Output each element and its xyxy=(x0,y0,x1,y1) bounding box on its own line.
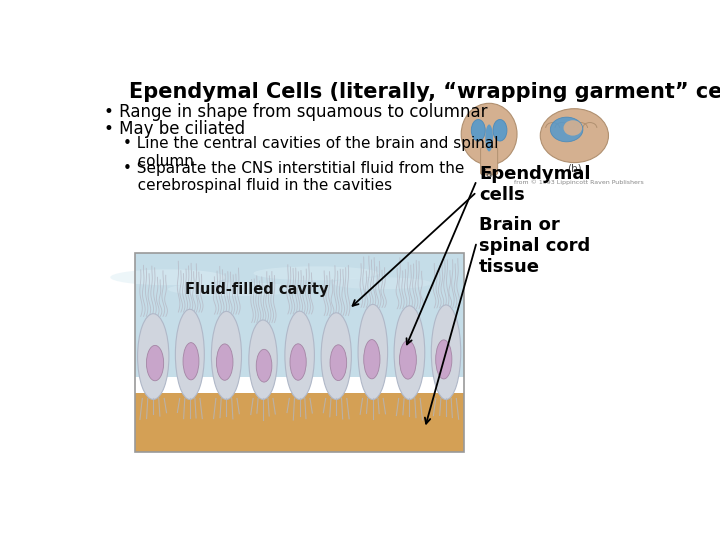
Ellipse shape xyxy=(168,282,300,296)
Ellipse shape xyxy=(217,344,233,380)
Ellipse shape xyxy=(333,277,431,289)
Text: Brain or
spinal cord
tissue: Brain or spinal cord tissue xyxy=(479,216,590,275)
Text: (a): (a) xyxy=(482,168,496,178)
Ellipse shape xyxy=(110,269,225,285)
Text: • Line the central cavities of the brain and spinal
   column: • Line the central cavities of the brain… xyxy=(122,137,498,169)
Ellipse shape xyxy=(364,340,380,379)
Text: Fluid-filled cavity: Fluid-filled cavity xyxy=(185,282,328,296)
Ellipse shape xyxy=(540,109,608,163)
Ellipse shape xyxy=(256,349,272,382)
Ellipse shape xyxy=(493,119,507,141)
Ellipse shape xyxy=(290,344,306,380)
Ellipse shape xyxy=(400,340,416,379)
Ellipse shape xyxy=(550,117,583,142)
Ellipse shape xyxy=(330,345,346,381)
FancyBboxPatch shape xyxy=(135,393,464,452)
Ellipse shape xyxy=(183,342,199,380)
Text: • May be ciliated: • May be ciliated xyxy=(104,120,245,138)
Ellipse shape xyxy=(431,305,461,400)
Ellipse shape xyxy=(249,320,277,400)
Ellipse shape xyxy=(462,103,517,165)
Ellipse shape xyxy=(394,306,425,400)
Ellipse shape xyxy=(146,346,163,381)
Text: from © 1993 Lippincott Raven Publishers: from © 1993 Lippincott Raven Publishers xyxy=(514,179,644,185)
Text: Ependymal
cells: Ependymal cells xyxy=(479,165,590,204)
Ellipse shape xyxy=(212,312,241,400)
Text: • Separate the CNS interstitial fluid from the
   cerebrospinal fluid in the cav: • Separate the CNS interstitial fluid fr… xyxy=(122,161,464,193)
Ellipse shape xyxy=(285,311,315,400)
Text: • Range in shape from squamous to columnar: • Range in shape from squamous to column… xyxy=(104,103,487,122)
FancyBboxPatch shape xyxy=(481,147,498,175)
Ellipse shape xyxy=(176,309,204,400)
Ellipse shape xyxy=(253,266,379,280)
Ellipse shape xyxy=(436,340,452,379)
FancyBboxPatch shape xyxy=(135,253,464,376)
Ellipse shape xyxy=(564,120,582,136)
Ellipse shape xyxy=(472,119,485,141)
Ellipse shape xyxy=(485,125,493,151)
Ellipse shape xyxy=(358,305,387,400)
Ellipse shape xyxy=(321,313,351,400)
Ellipse shape xyxy=(138,314,169,400)
Text: (b): (b) xyxy=(567,163,582,173)
Text: Ependymal Cells (literally, “wrapping garment” cells): Ependymal Cells (literally, “wrapping ga… xyxy=(129,82,720,102)
